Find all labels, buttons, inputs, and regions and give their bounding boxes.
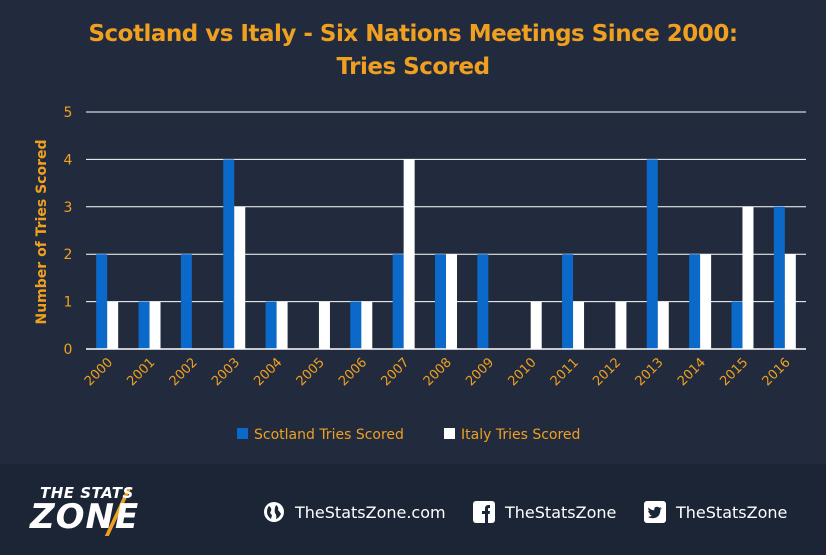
scotland-bar: [223, 159, 235, 349]
x-tick-label: 2007: [378, 355, 412, 389]
scotland-bar: [435, 254, 446, 349]
scotland-bar: [180, 254, 192, 349]
legend: Scotland Tries Scored Italy Tries Scored: [237, 427, 580, 443]
facebook-icon: [473, 501, 495, 523]
scotland-bar: [646, 159, 658, 349]
website-text: TheStatsZone.com: [295, 502, 446, 522]
y-tick-label: 3: [64, 200, 73, 216]
scotland-bar: [689, 254, 701, 349]
x-tick-label: 2013: [633, 355, 667, 389]
x-tick-label: 2003: [209, 355, 243, 389]
italy-bar: [530, 301, 542, 349]
italy-bar: [403, 159, 415, 349]
italy-bar: [276, 301, 288, 349]
italy-bar: [446, 254, 457, 349]
scotland-bar: [773, 206, 785, 349]
scotland-bar: [562, 254, 574, 349]
scotland-bar: [350, 301, 362, 349]
x-tick-label: 2001: [124, 355, 158, 389]
x-tick-label: 2004: [251, 355, 285, 389]
italy-bar: [700, 254, 712, 349]
x-tick-label: 2011: [548, 355, 582, 389]
footer-bar: THE STATS ZONE TheStatsZone.com TheStats…: [0, 464, 826, 555]
twitter-icon: [644, 501, 666, 523]
x-tick-label: 2000: [82, 355, 116, 389]
y-tick-label: 1: [64, 295, 73, 311]
x-tick-label: 2002: [167, 355, 201, 389]
x-tick-label: 2014: [675, 355, 709, 389]
facebook-link[interactable]: TheStatsZone: [473, 500, 616, 524]
scotland-bar: [265, 301, 277, 349]
legend-label: Italy Tries Scored: [461, 427, 580, 443]
legend-label: Scotland Tries Scored: [254, 427, 404, 443]
italy-bar: [107, 301, 119, 349]
italy-bar: [361, 301, 373, 349]
italy-bar: [657, 301, 669, 349]
y-tick-label: 2: [64, 247, 73, 263]
scotland-bar: [392, 254, 404, 349]
italy-bar: [615, 301, 627, 349]
italy-bar: [318, 301, 330, 349]
legend-swatch: [444, 428, 455, 439]
y-axis-label: Number of Tries Scored: [34, 140, 50, 325]
scotland-bar: [96, 254, 108, 349]
x-tick-label: 2006: [336, 355, 370, 389]
y-tick-label: 0: [64, 342, 73, 358]
x-tick-label: 2009: [463, 355, 497, 389]
x-tick-label: 2010: [506, 355, 540, 389]
italy-bar: [742, 206, 754, 349]
scotland-bar: [477, 254, 489, 349]
website-link[interactable]: TheStatsZone.com: [263, 500, 446, 524]
italy-bar: [784, 254, 796, 349]
chart-plot: 0 1 2 3 4 5 2000 2001 2002 2003 2004 2005 2006 2007 20…: [34, 105, 806, 443]
italy-bar: [149, 301, 161, 349]
x-tick-label: 2008: [421, 355, 455, 389]
chart-title-line2: Tries Scored: [336, 54, 490, 80]
chart-title: Scotland vs Italy - Six Nations Meetings…: [0, 18, 826, 84]
twitter-link[interactable]: TheStatsZone: [644, 500, 787, 524]
x-tick-label: 2012: [590, 355, 624, 389]
x-tick-label: 2015: [717, 355, 751, 389]
twitter-text: TheStatsZone: [676, 502, 788, 522]
globe-icon: [263, 501, 285, 523]
scotland-bar: [731, 301, 743, 349]
bars: [96, 159, 796, 349]
logo-text-main: ZONE: [30, 497, 140, 537]
y-tick-label: 4: [64, 152, 73, 168]
italy-bar: [573, 301, 585, 349]
y-tick-label: 5: [64, 105, 73, 121]
logo-text-top: THE STATS: [40, 484, 134, 502]
scotland-bar: [138, 301, 150, 349]
stats-zone-logo: THE STATS ZONE: [30, 484, 180, 544]
x-tick-label: 2005: [294, 355, 328, 389]
legend-swatch: [237, 428, 248, 439]
chart-title-line1: Scotland vs Italy - Six Nations Meetings…: [88, 21, 738, 47]
italy-bar: [234, 206, 246, 349]
x-tick-label: 2016: [760, 355, 794, 389]
facebook-text: TheStatsZone: [505, 502, 617, 522]
